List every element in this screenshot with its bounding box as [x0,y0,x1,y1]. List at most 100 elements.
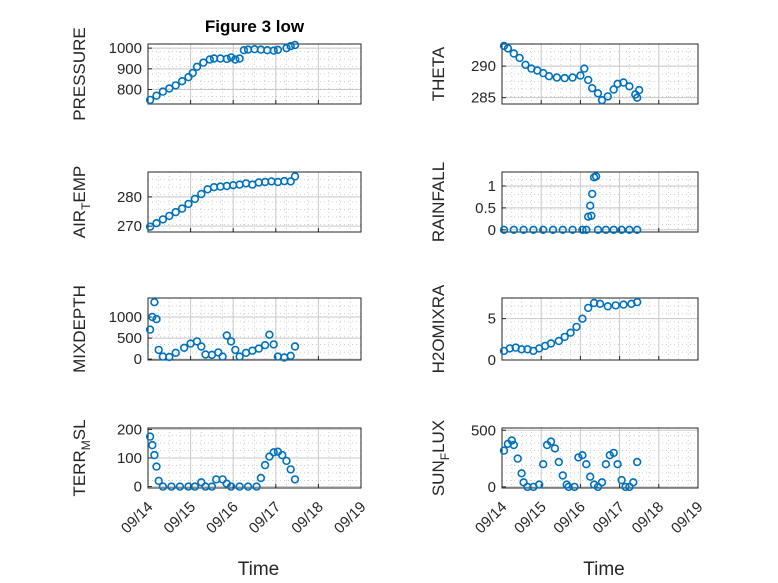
data-point [197,342,206,351]
y-tick-label: 200 [117,421,142,438]
y-axis-label: PRESSURE [70,27,89,121]
data-point [188,68,197,78]
data-point [523,482,532,492]
y-tick-label: 5 [488,311,496,328]
y-tick-label: 0 [488,222,496,239]
data-point [587,83,597,93]
data-point [617,475,626,485]
data-point [538,225,548,235]
x-tick-label: 09/18 [288,498,327,537]
data-point [226,53,236,62]
data-point [273,45,283,54]
data-point [558,225,567,235]
axes-frame [501,43,699,105]
data-point [256,473,266,483]
data-point [568,73,577,82]
data-point [226,482,236,491]
data-point [197,189,206,199]
data-point [235,352,244,361]
x-tick-label: 09/17 [590,498,629,537]
data-point [585,472,595,481]
data-point [278,450,287,460]
data-point [171,348,180,357]
data-point [145,222,155,231]
data-point [552,73,562,82]
data-point [632,93,642,102]
subplot-8: 0 500 SUNFLUX 09/14 09/15 09/16 09/17 09/18 09/1… [429,420,706,580]
data-point [290,342,300,351]
data-point [509,225,518,235]
data-point [226,337,236,346]
y-tick-label: 800 [117,82,142,99]
x-tick-label: 09/17 [246,498,285,537]
subplot-6: 0 5 H2OMIXRA [429,284,699,373]
data-point [154,476,163,486]
data-point [585,201,595,210]
data-point [560,73,569,83]
y-tick-label: 270 [117,218,142,235]
data-point [609,85,618,94]
data-point [165,211,174,221]
data-point [177,204,187,213]
data-point [286,177,295,186]
y-axis-label: TERRMSL [70,419,93,496]
data-point [554,336,563,346]
subplot-7: 0 100 200 TERRMSL 09/14 09/15 09/16 09/17 09/18 0… [70,419,369,580]
data-point [582,225,591,235]
data-point [601,225,611,235]
data-point [254,344,263,353]
data-point [534,480,544,489]
data-point [507,436,516,445]
data-point [566,328,575,337]
subplot-4: 0 0.5 1 RAINFALL [429,162,699,242]
data-point [499,225,509,235]
data-point [519,225,528,235]
data-point [150,450,159,460]
data-point [252,482,261,491]
data-point [180,343,189,352]
chart-title: Figure 3 low [205,17,305,36]
data-point [154,345,163,355]
x-tick-label: 09/18 [629,498,668,537]
data-point [572,322,581,332]
data-point [222,331,232,340]
data-point [260,341,270,350]
data-point [587,189,597,199]
data-point [150,298,159,307]
data-point [632,297,642,307]
data-point [603,92,612,101]
data-point [152,219,161,228]
data-point [589,298,599,308]
data-point [499,446,509,455]
data-point [171,207,180,217]
y-tick-label: 285 [471,90,496,107]
data-point [548,225,558,235]
data-point [286,351,295,360]
data-point [625,225,634,235]
y-axis-label: SUNFLUX [429,420,452,496]
data-point [260,460,270,470]
data-point [546,437,556,446]
data-point [634,85,644,95]
axes-frame [147,297,362,361]
data-point [580,64,589,73]
y-tick-label: 1000 [109,40,142,57]
data-point [222,54,232,64]
data-point [152,462,161,471]
data-point [231,345,240,355]
data-point [175,482,185,491]
data-point [621,482,630,492]
data-point [286,41,295,51]
data-point [509,440,518,450]
y-axis-label: H2OMIXRA [429,284,448,373]
y-tick-label: 290 [471,58,496,75]
subplot-2: 285 290 THETA [429,41,699,107]
data-point [560,332,569,342]
data-point [152,314,161,324]
data-point [505,344,514,353]
data-point [269,448,278,457]
data-point [503,44,513,53]
data-point [192,62,202,72]
data-point [619,300,628,309]
